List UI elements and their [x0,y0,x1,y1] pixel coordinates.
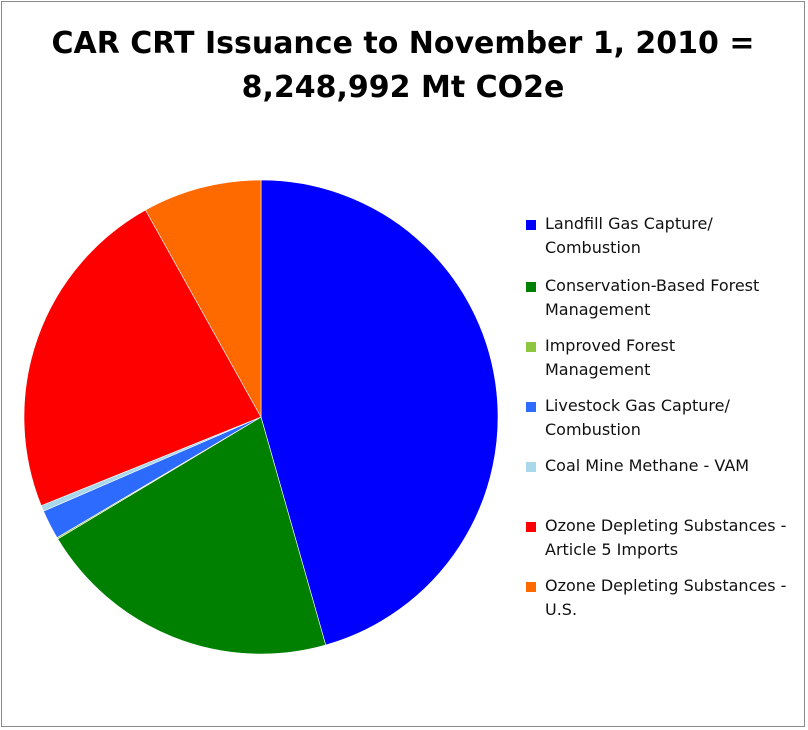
legend-label: Ozone Depleting Substances - Article 5 Im… [545,514,795,562]
legend-label-line-1: Coal Mine Methane - VAM [545,456,750,475]
pie-slice-1 [260,179,499,646]
legend-label: Conservation-Based Forest Management [545,274,795,322]
chart-title: CAR CRT Issuance to November 1, 2010 = 8… [0,22,806,110]
legend-swatch [526,220,536,230]
pie-slice-2 [57,416,327,655]
legend-label-line-1: Ozone Depleting Substances - [545,516,787,535]
legend-swatch [526,342,536,352]
legend-label: Ozone Depleting Substances - U.S. [545,574,795,622]
pie-slice-6 [23,209,262,507]
chart-title-line-2: 8,248,992 Mt CO2e [241,70,565,105]
legend-swatch [526,282,536,292]
legend-swatch [526,522,536,532]
chart-title-line-1: CAR CRT Issuance to November 1, 2010 = [51,26,755,61]
legend-label-line-1: Conservation-Based Forest [545,276,760,295]
legend-label-line-2: Article 5 Imports [545,540,679,559]
legend-label-line-1: Ozone Depleting Substances - [545,576,787,595]
legend-label-line-1: Livestock Gas Capture/ [545,396,730,415]
legend-label-line-1: Landfill Gas Capture/ [545,214,713,233]
pie-slice-7 [145,179,262,419]
legend-label: Improved Forest Management [545,334,795,382]
legend-label-line-2: Combustion [545,238,641,257]
legend-label: Coal Mine Methane - VAM [545,454,795,478]
legend-label-line-2: Combustion [545,420,641,439]
legend-swatch [526,582,536,592]
legend-label-line-2: U.S. [545,600,578,619]
legend-label-line-2: Management [545,300,651,319]
legend-swatch [526,402,536,412]
legend-swatch [526,462,536,472]
pie-slices [23,179,499,655]
legend-label-line-2: Management [545,360,651,379]
legend-label: Landfill Gas Capture/Combustion [545,212,795,260]
legend-label-line-1: Improved Forest [545,336,676,355]
legend-label: Livestock Gas Capture/Combustion [545,394,795,442]
